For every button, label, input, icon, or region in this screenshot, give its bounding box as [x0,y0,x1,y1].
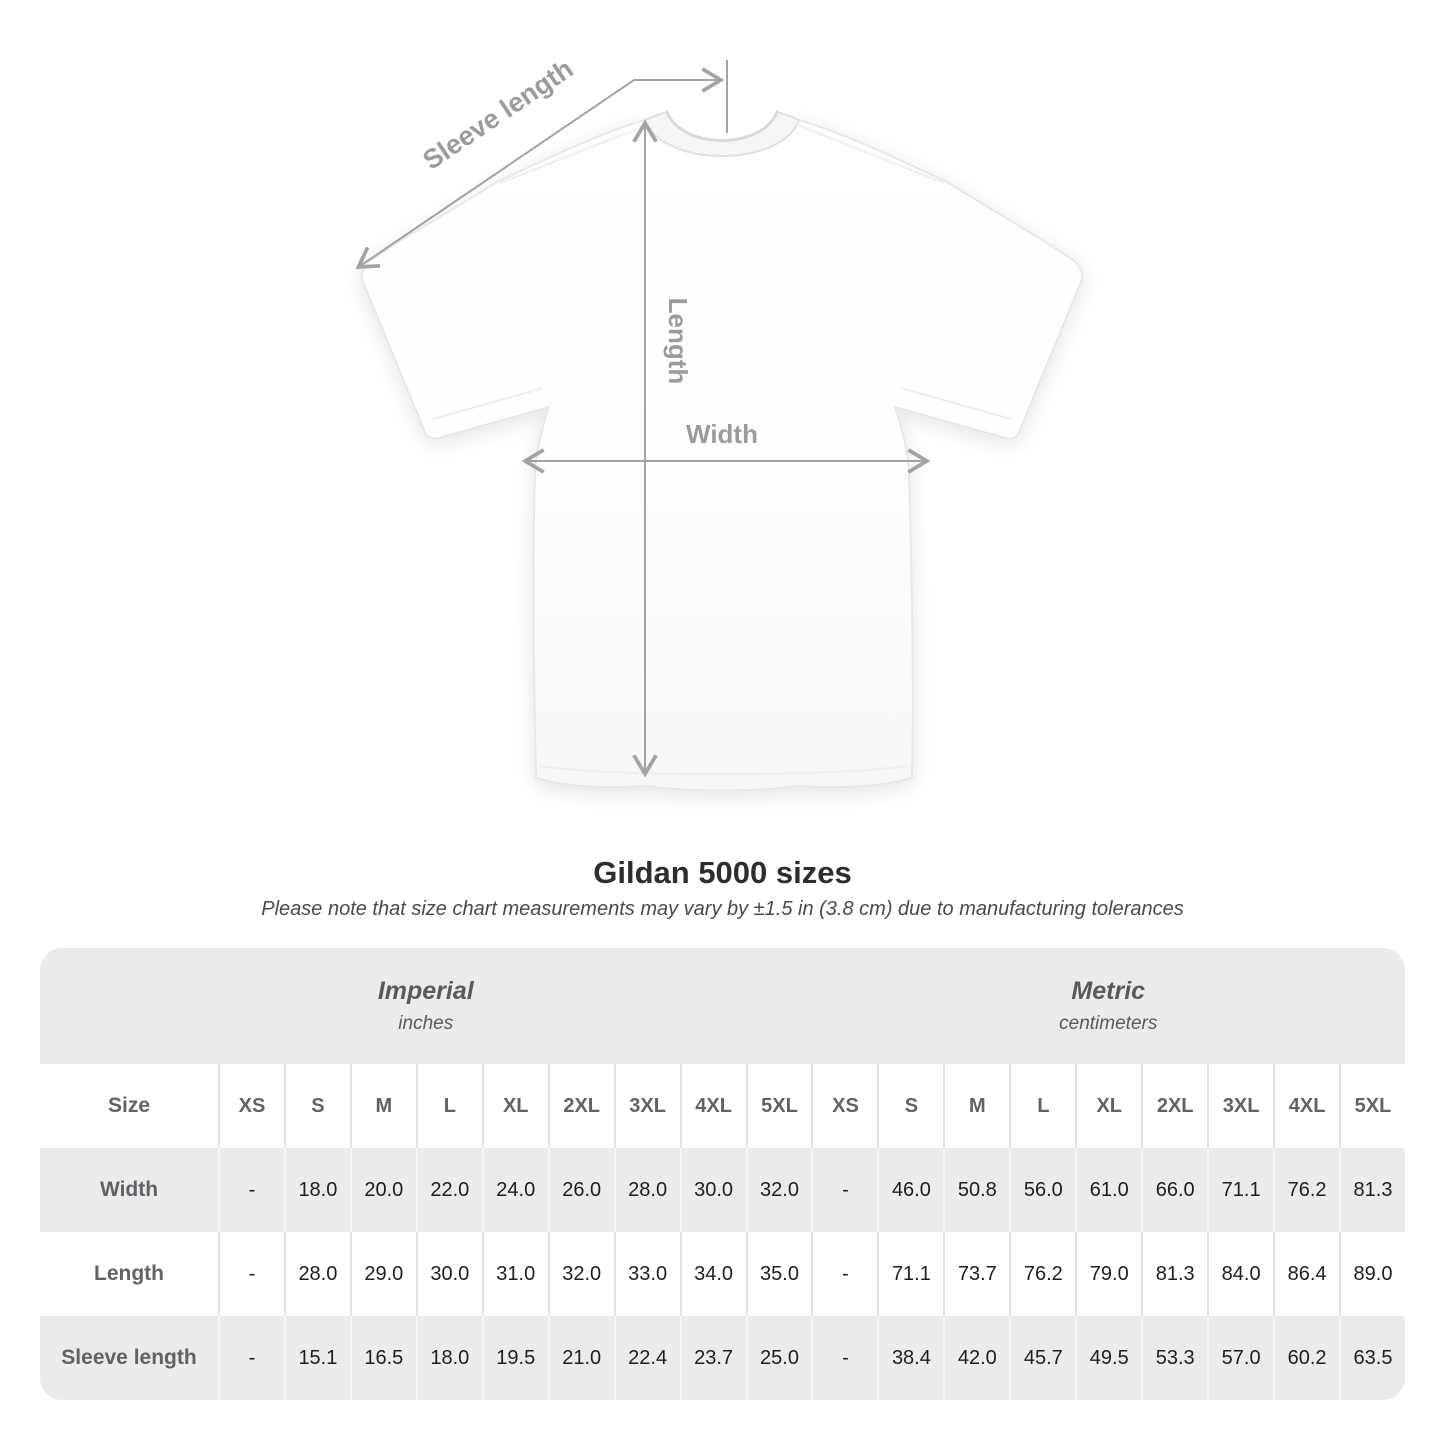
table-cell: 30.0 [679,1148,746,1232]
table-cell: 30.0 [415,1232,482,1316]
table-cell: - [218,1148,284,1232]
metric-header-title: Metric [1071,977,1146,1005]
imperial-header-title: Imperial [377,977,474,1005]
table-cell: 57.0 [1207,1316,1273,1400]
imperial-header-unit: inches [398,1013,454,1034]
table-cell: 45.7 [1009,1316,1075,1400]
metric-header: Metric centimeters [812,948,1406,1064]
size-col-header: XS [811,1064,877,1148]
size-col-header: 5XL [745,1064,812,1148]
metric-header-unit: centimeters [1059,1013,1158,1034]
table-cell: 56.0 [1009,1148,1075,1232]
row-label: Width [99,1178,159,1201]
table-cell: 25.0 [745,1316,812,1400]
table-cell: 53.3 [1141,1316,1207,1400]
table-cell: 34.0 [679,1232,746,1316]
table-cell: 28.0 [613,1148,680,1232]
size-col-header: 5XL [1339,1064,1405,1148]
table-cell: 76.2 [1273,1148,1339,1232]
page-title: Gildan 5000 sizes [593,855,852,890]
table-cell: 49.5 [1075,1316,1141,1400]
table-cell: 79.0 [1075,1232,1141,1316]
size-col-header: 4XL [1273,1064,1339,1148]
table-cell: 89.0 [1339,1232,1405,1316]
size-col-header: L [1009,1064,1075,1148]
table-row-length: Length - 28.0 29.0 30.0 31.0 32.0 33.0 3… [40,1232,1405,1316]
table-cell: - [811,1232,877,1316]
table-row-width: Width - 18.0 20.0 22.0 24.0 26.0 28.0 30… [40,1148,1405,1232]
table-cell: - [218,1316,284,1400]
row-label: Sleeve length [61,1346,197,1369]
size-col-header: 4XL [679,1064,746,1148]
row-label: Length [94,1262,164,1285]
table-cell: - [218,1232,284,1316]
imperial-header: Imperial inches [40,948,812,1064]
tshirt-measurement-diagram: Sleeve length Length Width [355,53,1084,792]
table-row-sleeve-length: Sleeve length - 15.1 16.5 18.0 19.5 21.0… [40,1316,1405,1400]
table-cell: 31.0 [481,1232,548,1316]
table-cell: 26.0 [547,1148,614,1232]
table-cell: 22.4 [613,1316,680,1400]
table-cell: 29.0 [349,1232,416,1316]
table-cell: 84.0 [1207,1232,1273,1316]
table-cell: 16.5 [349,1316,416,1400]
size-col-header: XL [1075,1064,1141,1148]
unit-header-band: Imperial inches Metric centimeters [40,948,1405,1064]
table-cell: 38.4 [877,1316,943,1400]
size-table: Imperial inches Metric centimeters Size … [40,948,1405,1400]
measurement-annotations [355,60,931,778]
tshirt-body [360,119,1084,792]
table-cell: 61.0 [1075,1148,1141,1232]
table-cell: 66.0 [1141,1148,1207,1232]
table-cell: 86.4 [1273,1232,1339,1316]
size-col-header: L [415,1064,482,1148]
size-col-header: M [943,1064,1009,1148]
table-cell: 28.0 [283,1232,350,1316]
table-cell: 33.0 [613,1232,680,1316]
length-label: Length [663,298,693,385]
table-cell: 19.5 [481,1316,548,1400]
size-col-header: 2XL [547,1064,614,1148]
table-cell: 73.7 [943,1232,1009,1316]
size-col-header: 3XL [613,1064,680,1148]
table-cell: 50.8 [943,1148,1009,1232]
table-cell: 15.1 [283,1316,350,1400]
table-cell: 81.3 [1339,1148,1405,1232]
table-cell: 46.0 [877,1148,943,1232]
table-cell: 71.1 [877,1232,943,1316]
sleeve-length-arrow-line [355,67,725,270]
table-cell: 23.7 [679,1316,746,1400]
size-col-header: S [877,1064,943,1148]
table-cell: 18.0 [283,1148,350,1232]
size-col-header: 3XL [1207,1064,1273,1148]
table-cell: 18.0 [415,1316,482,1400]
table-cell: 24.0 [481,1148,548,1232]
table-cell: - [811,1148,877,1232]
table-cell: 81.3 [1141,1232,1207,1316]
tshirt-image [360,110,1084,792]
size-header-row: Size XS S M L XL 2XL 3XL 4XL 5XL XS S M … [40,1064,1405,1148]
width-label: Width [686,419,758,449]
table-cell: - [811,1316,877,1400]
size-col-header: XL [481,1064,548,1148]
table-cell: 22.0 [415,1148,482,1232]
table-cell: 35.0 [745,1232,812,1316]
size-col-header: XS [218,1064,284,1148]
table-cell: 21.0 [547,1316,614,1400]
table-cell: 32.0 [547,1232,614,1316]
table-cell: 71.1 [1207,1148,1273,1232]
size-col-header: S [283,1064,350,1148]
table-cell: 63.5 [1339,1316,1405,1400]
size-col-header: M [349,1064,416,1148]
table-cell: 20.0 [349,1148,416,1232]
table-cell: 60.2 [1273,1316,1339,1400]
size-col-header: 2XL [1141,1064,1207,1148]
tolerance-note: Please note that size chart measurements… [261,898,1184,920]
table-cell: 32.0 [745,1148,812,1232]
table-cell: 76.2 [1009,1232,1075,1316]
size-header-label: Size [107,1094,151,1117]
table-cell: 42.0 [943,1316,1009,1400]
